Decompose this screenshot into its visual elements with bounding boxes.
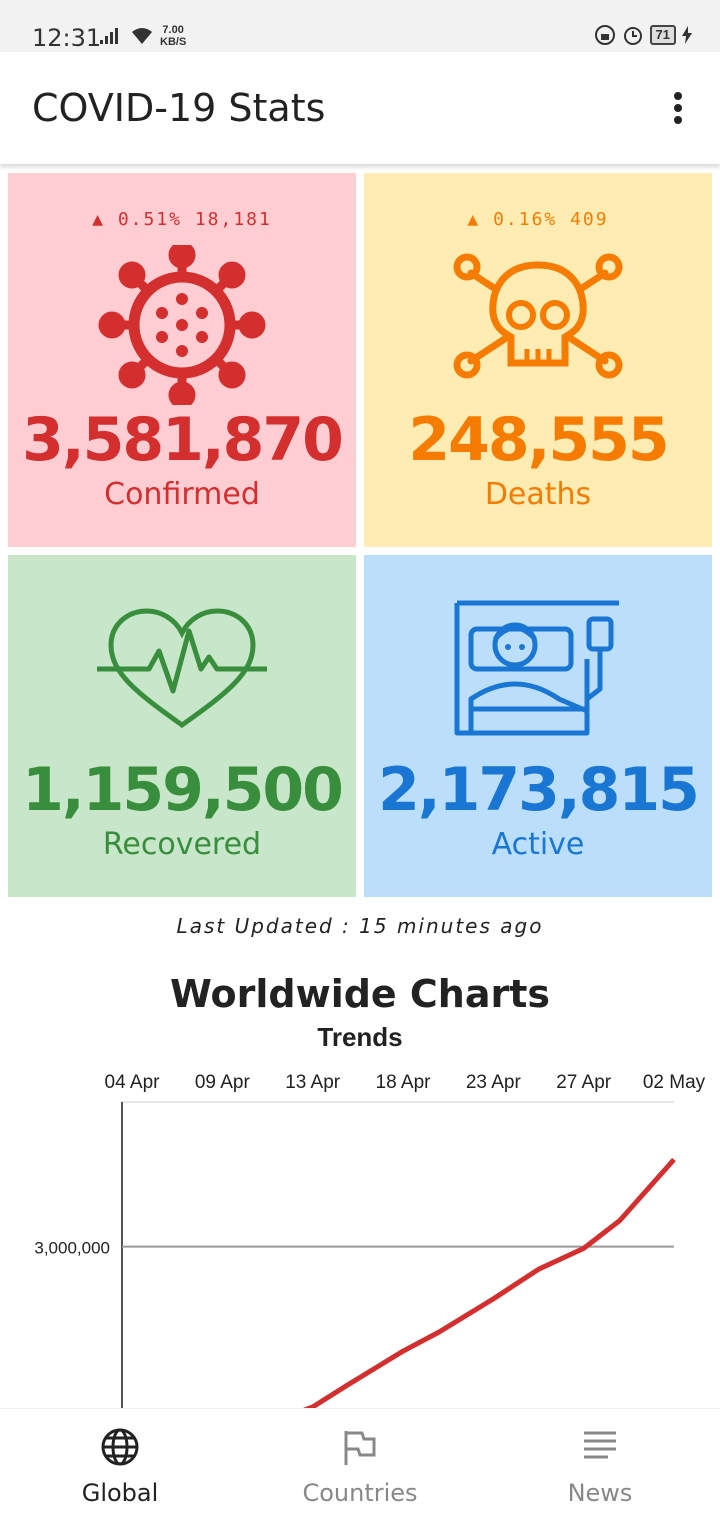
x-tick-label: 23 Apr (466, 1072, 522, 1093)
heartbeat-icon (97, 608, 267, 729)
confirmed-value: 3,581,870 (22, 405, 344, 475)
active-card[interactable]: 2,173,815 Active (364, 555, 712, 897)
recovered-card[interactable]: 1,159,500 Recovered (8, 555, 356, 897)
recovered-value: 1,159,500 (22, 755, 344, 825)
status-time: 12:31 (32, 24, 102, 52)
chart-title: Trends (317, 1022, 403, 1052)
active-value: 2,173,815 (378, 755, 700, 825)
x-tick-label: 02 May (643, 1072, 706, 1093)
news-icon (584, 1431, 616, 1459)
nav-countries[interactable]: Countries (240, 1409, 480, 1521)
flag-icon (344, 1431, 376, 1465)
status-bar: 12:31 7.00 KB/S 71 (0, 0, 720, 52)
y-tick-label: 3,000,000 (34, 1239, 110, 1258)
x-tick-label: 18 Apr (376, 1072, 432, 1093)
deaths-card[interactable]: ▲ 0.16% 409 248,555 Deaths (364, 173, 712, 547)
x-tick-label: 13 Apr (285, 1072, 341, 1093)
overflow-menu-icon[interactable] (674, 92, 684, 126)
confirmed-delta: ▲ 0.51% 18,181 (92, 209, 272, 230)
hospital-bed-icon (454, 600, 619, 736)
confirmed-trend-line (302, 1157, 676, 1408)
globe-icon (101, 1428, 139, 1466)
confirmed-card[interactable]: ▲ 0.51% 18,181 3,581,870 Confirmed (8, 173, 356, 547)
deaths-delta: ▲ 0.16% 409 (467, 209, 609, 230)
alarm-icon (623, 27, 642, 45)
battery-indicator: 71 (649, 25, 676, 45)
network-speed: 7.00 KB/S (160, 24, 187, 48)
charging-icon (682, 26, 692, 44)
status-right: 71 (594, 24, 692, 46)
x-tick-label: 04 Apr (105, 1072, 161, 1093)
confirmed-label: Confirmed (104, 477, 260, 512)
recovered-label: Recovered (102, 827, 262, 862)
trends-line-chart: 04 Apr 09 Apr 13 Apr 18 Apr 23 Apr 27 Apr 02 M… (34, 1072, 706, 1408)
last-updated-text: Last Updated : 15 minutes ago (176, 914, 544, 938)
app-title: COVID-19 Stats (32, 86, 326, 130)
nav-global-label: Global (81, 1479, 159, 1507)
signal-wifi-icon (100, 28, 152, 44)
x-tick-label: 09 Apr (195, 1072, 251, 1093)
nav-countries-label: Countries (302, 1479, 418, 1507)
bottom-navigation: Global Countries News (0, 1408, 720, 1521)
deaths-label: Deaths (484, 477, 592, 512)
app-bar: COVID-19 Stats (0, 52, 720, 164)
deaths-value: 248,555 (408, 405, 669, 475)
x-tick-label: 27 Apr (556, 1072, 612, 1093)
nav-news-label: News (567, 1479, 633, 1507)
nav-global[interactable]: Global (0, 1409, 240, 1521)
virus-icon (98, 245, 266, 405)
skull-crossbones-icon (453, 253, 623, 379)
charts-title: Worldwide Charts (169, 972, 551, 1016)
lock-rotation-icon (594, 25, 615, 45)
nav-news[interactable]: News (480, 1409, 720, 1521)
active-label: Active (491, 827, 585, 862)
